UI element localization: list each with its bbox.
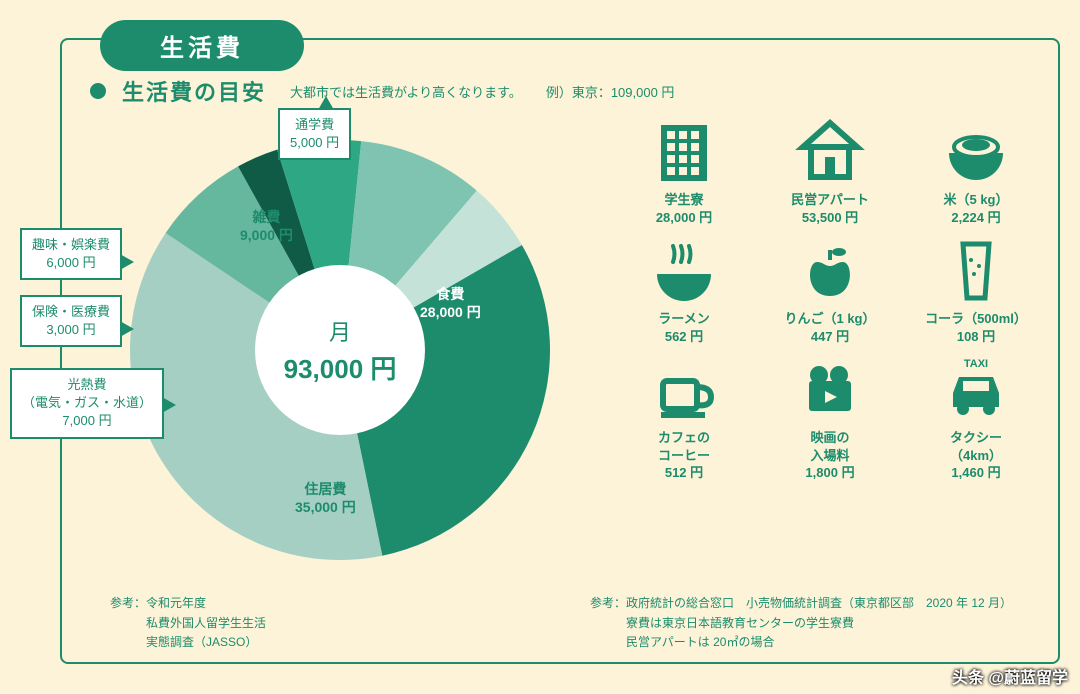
- apple-icon: [766, 234, 894, 308]
- price-cell-building: 学生寮28,000 円: [620, 115, 748, 226]
- item-name: りんご（1 kg）: [766, 310, 894, 328]
- item-price: 447 円: [766, 328, 894, 346]
- svg-text:TAXI: TAXI: [964, 358, 988, 370]
- pie-center: 月 93,000 円: [255, 265, 425, 435]
- subtitle-note-b: 例）東京：109,000 円: [546, 82, 675, 101]
- item-name: 映画の 入場料: [766, 429, 894, 464]
- price-grid: 学生寮28,000 円民営アパート53,500 円米（5 kg）2,224 円ラ…: [620, 115, 1040, 482]
- item-name: ラーメン: [620, 310, 748, 328]
- price-cell-movie: 映画の 入場料1,800 円: [766, 353, 894, 482]
- slice-label-misc: 雑費 9,000 円: [240, 208, 293, 244]
- ramen-icon: [620, 234, 748, 308]
- taxi-icon: TAXI: [912, 353, 1040, 427]
- callout-commute: 通学費 5,000 円: [278, 108, 351, 160]
- house-icon: [766, 115, 894, 189]
- infographic-page: 生活費 生活費の目安 大都市では生活費がより高くなります。 例）東京：109,0…: [0, 0, 1080, 694]
- reference-left: 参考：令和元年度 私費外国人留学生生活 実態調査（JASSO）: [110, 594, 266, 652]
- price-cell-apple: りんご（1 kg）447 円: [766, 234, 894, 345]
- price-cell-house: 民営アパート53,500 円: [766, 115, 894, 226]
- price-cell-ramen: ラーメン562 円: [620, 234, 748, 345]
- callout-medical: 保険・医療費 3,000 円: [20, 295, 122, 347]
- price-cell-rice: 米（5 kg）2,224 円: [912, 115, 1040, 226]
- item-name: コーラ（500ml）: [912, 310, 1040, 328]
- item-name: カフェの コーヒー: [620, 429, 748, 464]
- movie-icon: [766, 353, 894, 427]
- title-pill: 生活費: [100, 20, 304, 71]
- item-price: 1,800 円: [766, 464, 894, 482]
- rice-icon: [912, 115, 1040, 189]
- item-name: 学生寮: [620, 191, 748, 209]
- item-price: 108 円: [912, 328, 1040, 346]
- item-price: 512 円: [620, 464, 748, 482]
- price-cell-taxi: TAXI タクシー （4km）1,460 円: [912, 353, 1040, 482]
- item-price: 562 円: [620, 328, 748, 346]
- price-cell-coffee: カフェの コーヒー512 円: [620, 353, 748, 482]
- item-name: タクシー （4km）: [912, 429, 1040, 464]
- price-cell-glass: コーラ（500ml）108 円: [912, 234, 1040, 345]
- item-name: 民営アパート: [766, 191, 894, 209]
- slice-label-food: 食費 28,000 円: [420, 285, 481, 321]
- center-label: 月: [329, 315, 351, 347]
- coffee-icon: [620, 353, 748, 427]
- slice-label-housing: 住居費 35,000 円: [295, 480, 356, 516]
- item-price: 1,460 円: [912, 464, 1040, 482]
- pie-chart: 月 93,000 円 食費 28,000 円 住居費 35,000 円 雑費 9…: [130, 140, 550, 560]
- callout-utilities: 光熱費 （電気・ガス・水道） 7,000 円: [10, 368, 164, 439]
- watermark: 头条 @蔚蓝留学: [952, 664, 1068, 688]
- item-name: 米（5 kg）: [912, 191, 1040, 209]
- item-price: 53,500 円: [766, 209, 894, 227]
- bullet-icon: [90, 83, 106, 99]
- building-icon: [620, 115, 748, 189]
- glass-icon: [912, 234, 1040, 308]
- subtitle: 生活費の目安: [122, 75, 266, 107]
- item-price: 28,000 円: [620, 209, 748, 227]
- subtitle-row: 生活費の目安 大都市では生活費がより高くなります。 例）東京：109,000 円: [90, 75, 674, 107]
- reference-right: 参考：政府統計の総合窓口 小売物価統計調査（東京都区部 2020 年 12 月）…: [590, 594, 1012, 652]
- center-amount: 93,000 円: [284, 349, 397, 386]
- item-price: 2,224 円: [912, 209, 1040, 227]
- callout-hobby: 趣味・娯楽費 6,000 円: [20, 228, 122, 280]
